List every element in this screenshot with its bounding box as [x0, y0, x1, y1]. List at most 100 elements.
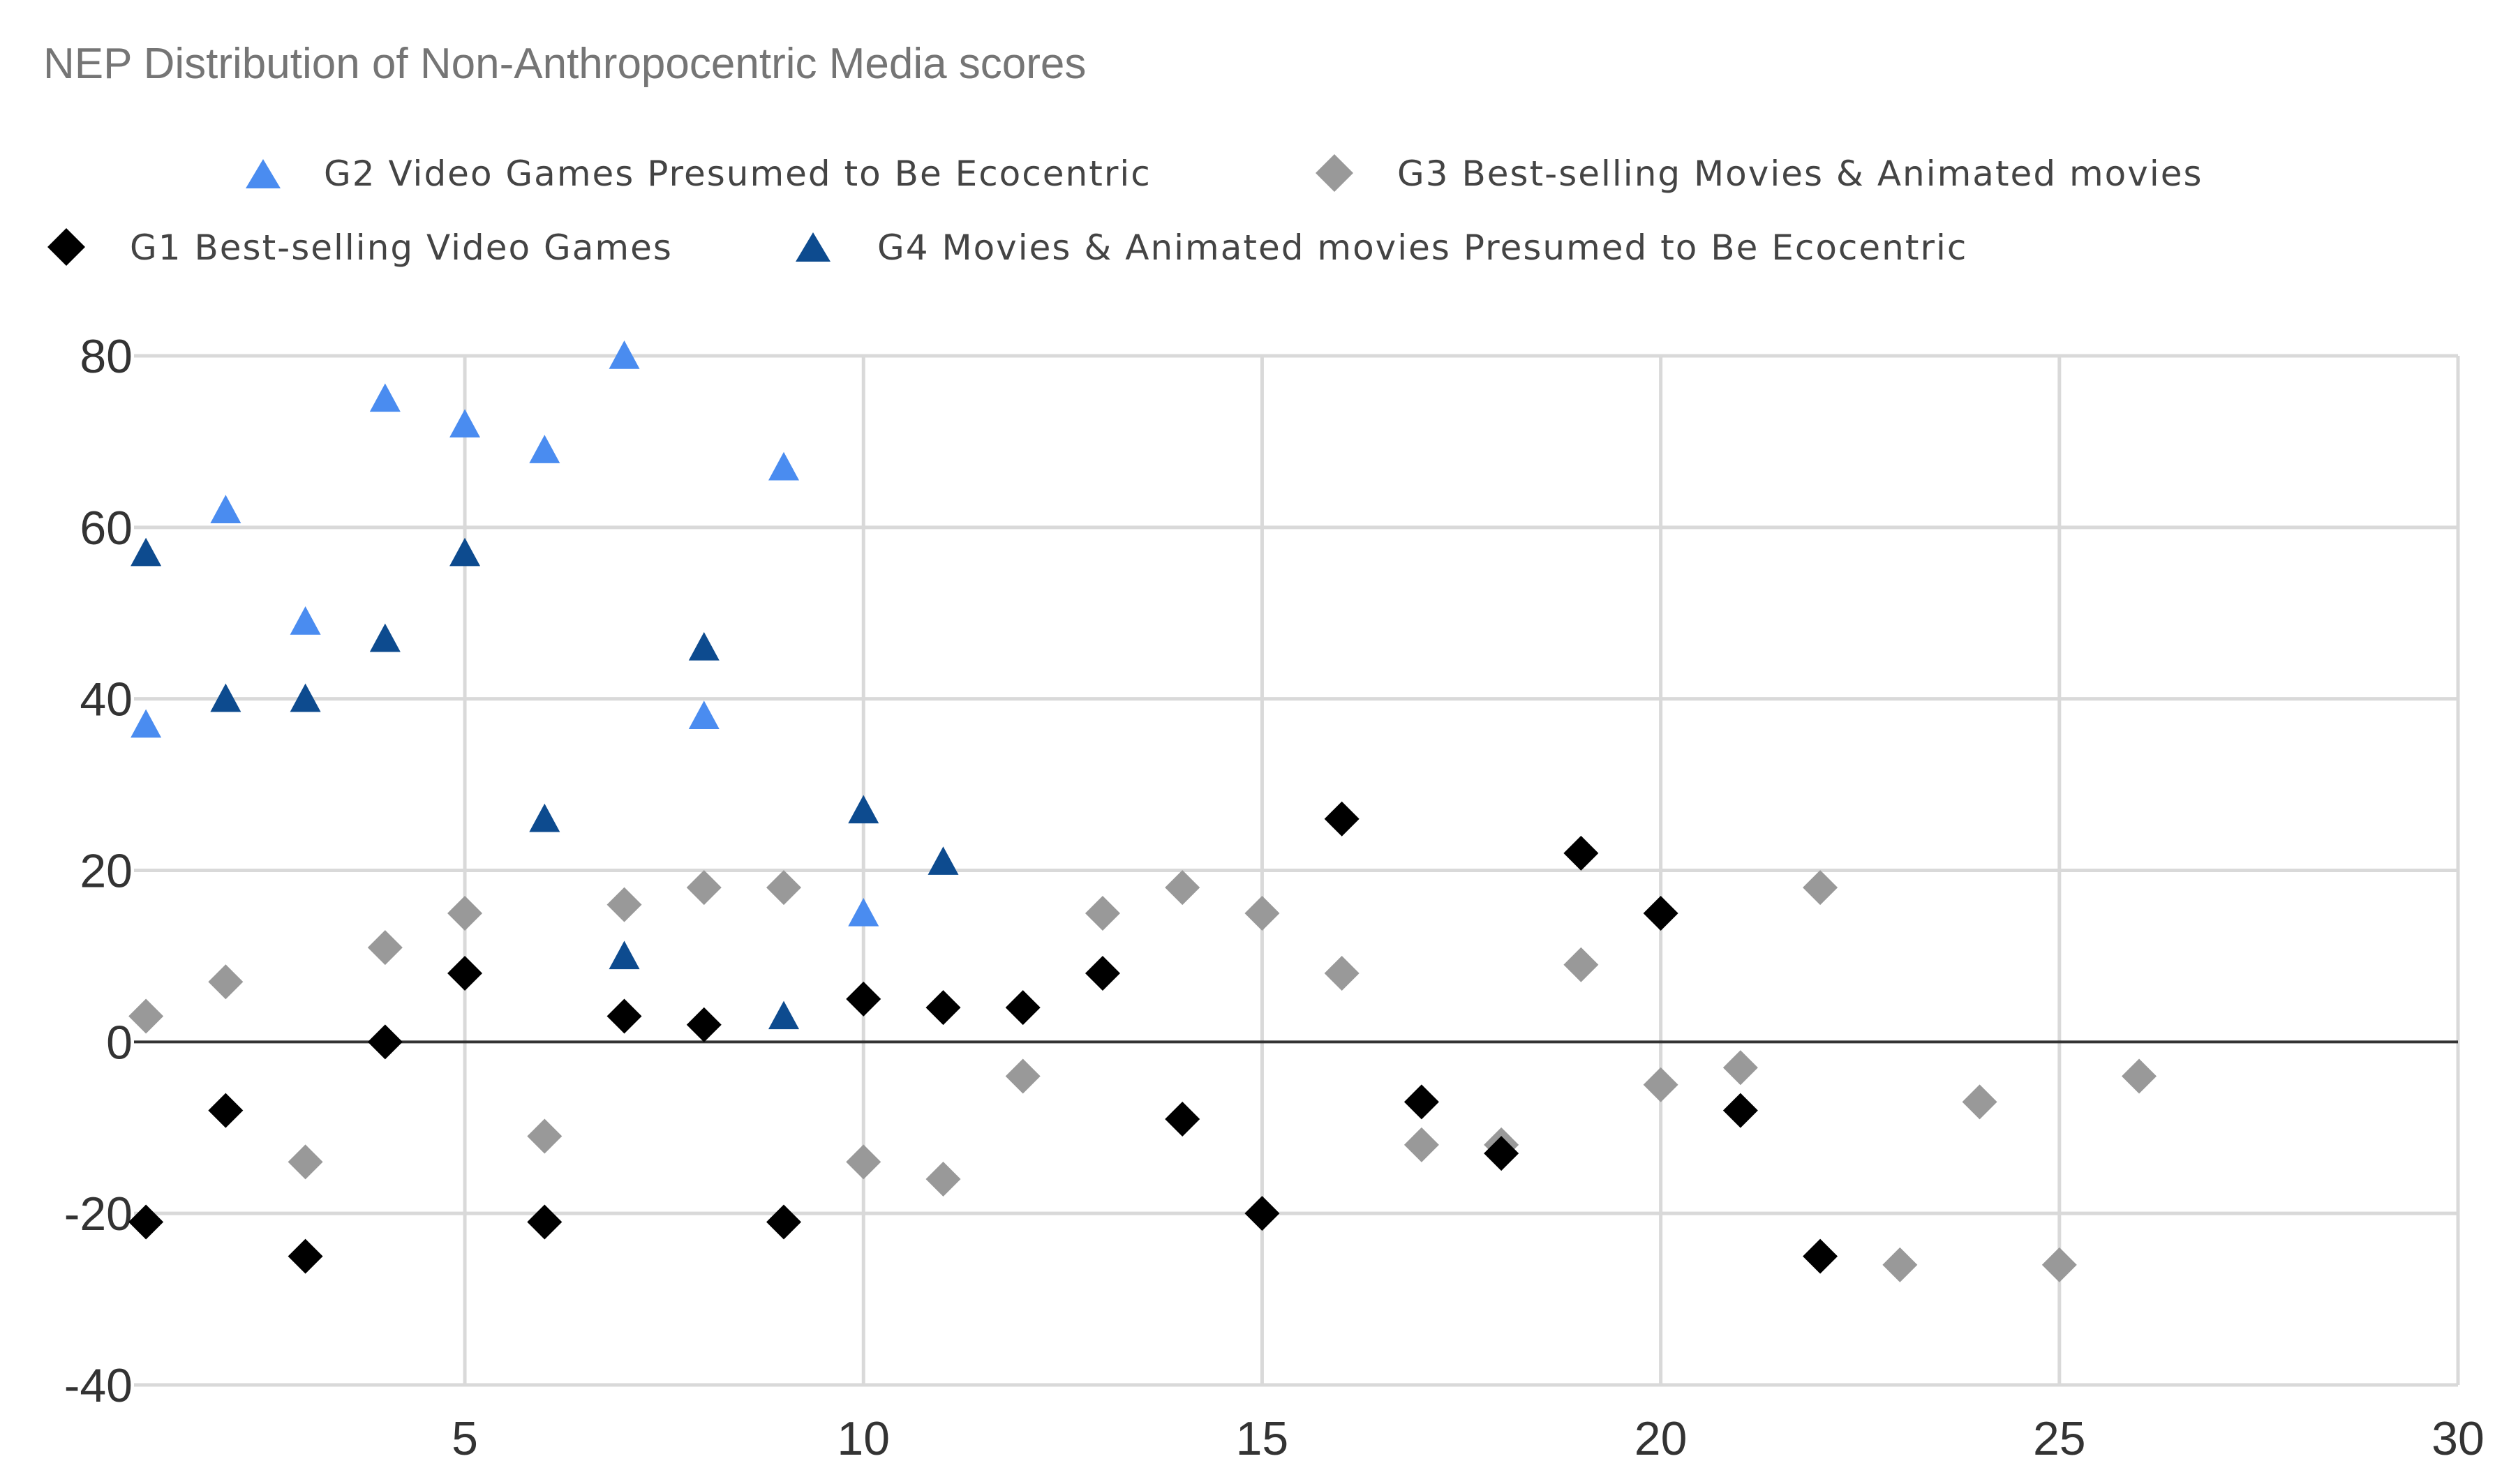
- legend-marker-g2: [246, 159, 281, 188]
- data-point-series-2[interactable]: [208, 964, 244, 1000]
- data-point-series-2[interactable]: [288, 1144, 323, 1180]
- data-point-series-1[interactable]: [609, 340, 640, 369]
- data-point-series-3[interactable]: [447, 956, 483, 991]
- data-points: [128, 340, 2157, 1282]
- x-tick-label: 25: [2033, 1412, 2086, 1465]
- legend-label-g3: G3 Best-selling Movies & Animated movies: [1397, 153, 2203, 194]
- data-point-series-2[interactable]: [1803, 870, 1838, 906]
- data-point-series-3[interactable]: [925, 990, 961, 1026]
- data-point-series-3[interactable]: [1165, 1101, 1200, 1137]
- data-point-series-4[interactable]: [290, 683, 321, 712]
- data-point-series-3[interactable]: [1484, 1136, 1519, 1171]
- data-point-series-4[interactable]: [369, 623, 401, 652]
- grid: [134, 354, 2460, 1387]
- data-point-series-2[interactable]: [1882, 1247, 1918, 1282]
- data-point-series-4[interactable]: [928, 846, 959, 875]
- data-point-series-2[interactable]: [1403, 1127, 1439, 1162]
- data-point-series-2[interactable]: [606, 887, 642, 922]
- legend-item-g1[interactable]: G1 Best-selling Video Games: [47, 227, 673, 268]
- y-tick-label: 60: [80, 502, 133, 555]
- data-point-series-4[interactable]: [609, 940, 640, 970]
- data-point-series-2[interactable]: [1244, 895, 1280, 931]
- data-point-series-3[interactable]: [1643, 895, 1678, 931]
- y-tick-label: 20: [80, 845, 133, 898]
- data-point-series-1[interactable]: [210, 495, 241, 523]
- chart-title: NEP Distribution of Non-Anthropocentric …: [43, 40, 1086, 88]
- data-point-series-1[interactable]: [369, 383, 401, 412]
- legend-marker-g3: [1316, 154, 1353, 192]
- y-tick-label: -40: [64, 1359, 133, 1412]
- data-point-series-2[interactable]: [925, 1162, 961, 1197]
- data-point-series-4[interactable]: [768, 1000, 800, 1030]
- data-point-series-4[interactable]: [529, 803, 560, 832]
- data-point-series-2[interactable]: [1165, 870, 1200, 906]
- data-point-series-2[interactable]: [686, 870, 722, 906]
- legend-label-g4: G4 Movies & Animated movies Presumed to …: [877, 227, 1967, 268]
- data-point-series-1[interactable]: [768, 451, 800, 481]
- x-tick-label: 5: [452, 1412, 478, 1465]
- data-point-series-3[interactable]: [1403, 1084, 1439, 1120]
- data-point-series-3[interactable]: [1005, 990, 1041, 1026]
- data-point-series-3[interactable]: [606, 998, 642, 1034]
- x-tick-label: 10: [837, 1412, 890, 1465]
- data-point-series-3[interactable]: [1803, 1238, 1838, 1274]
- data-point-series-4[interactable]: [688, 631, 720, 661]
- legend-label-g1: G1 Best-selling Video Games: [130, 227, 673, 268]
- data-point-series-2[interactable]: [1324, 956, 1360, 991]
- data-point-series-3[interactable]: [766, 1204, 802, 1240]
- data-point-series-3[interactable]: [208, 1093, 244, 1128]
- data-point-series-3[interactable]: [288, 1238, 323, 1274]
- legend-label-g2: G2 Video Games Presumed to Be Ecocentric: [324, 153, 1152, 194]
- y-tick-label: 80: [80, 330, 133, 383]
- x-axis-ticks: 5 10 15 20 25 30: [452, 1412, 2485, 1465]
- data-point-series-2[interactable]: [447, 895, 483, 931]
- data-point-series-1[interactable]: [131, 709, 162, 738]
- data-point-series-4[interactable]: [449, 537, 481, 567]
- data-point-series-1[interactable]: [529, 435, 560, 463]
- data-point-series-1[interactable]: [688, 700, 720, 729]
- data-point-series-4[interactable]: [131, 537, 162, 567]
- legend-item-g4[interactable]: G4 Movies & Animated movies Presumed to …: [796, 227, 1967, 268]
- data-point-series-3[interactable]: [1244, 1196, 1280, 1231]
- data-point-series-2[interactable]: [1962, 1084, 1997, 1120]
- data-point-series-3[interactable]: [1324, 801, 1360, 837]
- data-point-series-4[interactable]: [848, 795, 879, 824]
- legend-marker-g4: [796, 232, 831, 262]
- data-point-series-1[interactable]: [848, 897, 879, 927]
- data-point-series-2[interactable]: [1643, 1067, 1678, 1102]
- data-point-series-2[interactable]: [2041, 1247, 2077, 1282]
- data-point-series-2[interactable]: [527, 1118, 563, 1154]
- data-point-series-2[interactable]: [1722, 1050, 1758, 1086]
- data-point-series-3[interactable]: [367, 1024, 403, 1060]
- data-point-series-2[interactable]: [1005, 1058, 1041, 1094]
- data-point-series-1[interactable]: [290, 606, 321, 635]
- y-axis-ticks: -40 -20 0 20 40 60 80: [64, 330, 133, 1412]
- x-tick-label: 20: [1634, 1412, 1688, 1465]
- legend-item-g2[interactable]: G2 Video Games Presumed to Be Ecocentric: [246, 153, 1152, 194]
- y-tick-label: -20: [64, 1187, 133, 1241]
- y-tick-label: 40: [80, 673, 133, 726]
- legend: G2 Video Games Presumed to Be Ecocentric…: [47, 153, 2203, 268]
- data-point-series-3[interactable]: [1722, 1093, 1758, 1128]
- data-point-series-3[interactable]: [1563, 835, 1599, 871]
- data-point-series-3[interactable]: [527, 1204, 563, 1240]
- data-point-series-3[interactable]: [846, 981, 881, 1017]
- data-point-series-2[interactable]: [2122, 1058, 2157, 1094]
- y-tick-label: 0: [106, 1016, 133, 1069]
- data-point-series-2[interactable]: [1085, 895, 1120, 931]
- data-point-series-2[interactable]: [766, 870, 802, 906]
- data-point-series-3[interactable]: [1085, 956, 1120, 991]
- data-point-series-2[interactable]: [1563, 947, 1599, 982]
- data-point-series-2[interactable]: [367, 930, 403, 966]
- legend-item-g3[interactable]: G3 Best-selling Movies & Animated movies: [1316, 153, 2203, 194]
- data-point-series-2[interactable]: [846, 1144, 881, 1180]
- legend-marker-g1: [47, 228, 85, 266]
- data-point-series-3[interactable]: [686, 1007, 722, 1042]
- x-tick-label: 15: [1236, 1412, 1289, 1465]
- data-point-series-4[interactable]: [210, 683, 241, 712]
- data-point-series-3[interactable]: [128, 1204, 164, 1240]
- data-point-series-2[interactable]: [128, 998, 164, 1034]
- data-point-series-1[interactable]: [449, 409, 481, 438]
